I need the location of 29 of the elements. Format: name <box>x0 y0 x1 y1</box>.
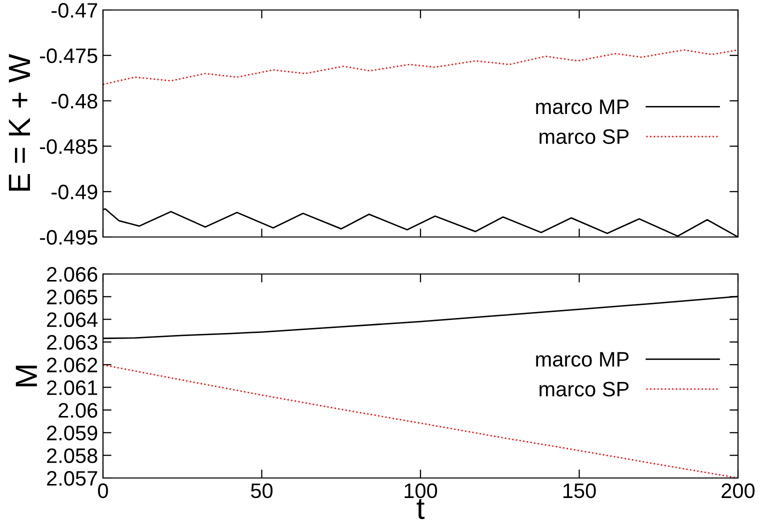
y-tick-label: 2.057 <box>47 471 98 486</box>
legend-label: marco SP <box>540 382 629 397</box>
y-tick-label: 2.065 <box>47 290 98 304</box>
x-tick-label: 50 <box>251 483 273 498</box>
y-tick-label: 2.058 <box>47 448 98 464</box>
y-tick-label: -0.495 <box>40 230 98 245</box>
y-tick-label: 2.064 <box>47 312 98 328</box>
x-tick-label: 150 <box>563 483 596 498</box>
x-tick-label: 100 <box>404 483 438 498</box>
y-tick-label: 2.059 <box>47 426 98 440</box>
legend-label: marco SP <box>540 129 629 144</box>
y-tick-label: 2.066 <box>47 267 98 282</box>
y-tick-label: 2.062 <box>47 358 98 372</box>
y-axis-title: M <box>16 366 37 386</box>
y-tick-label: 2.061 <box>47 380 98 396</box>
y-tick-label: -0.47 <box>52 3 98 18</box>
legend-label: marco MP <box>536 100 629 114</box>
y-tick-label: -0.485 <box>40 139 98 154</box>
x-tick-label: 200 <box>722 483 755 498</box>
y-tick-label: -0.48 <box>52 94 98 109</box>
y-tick-label: 2.063 <box>47 335 98 350</box>
y-tick-label: 2.06 <box>58 403 98 418</box>
y-tick-label: -0.475 <box>40 48 98 64</box>
y-tick-label: -0.49 <box>52 184 98 200</box>
x-axis-title: t <box>416 499 425 520</box>
legend-label: marco MP <box>536 352 629 367</box>
line-series <box>103 49 738 86</box>
x-tick-label: 0 <box>98 483 108 498</box>
y-axis-title: E = K + W <box>8 54 30 191</box>
